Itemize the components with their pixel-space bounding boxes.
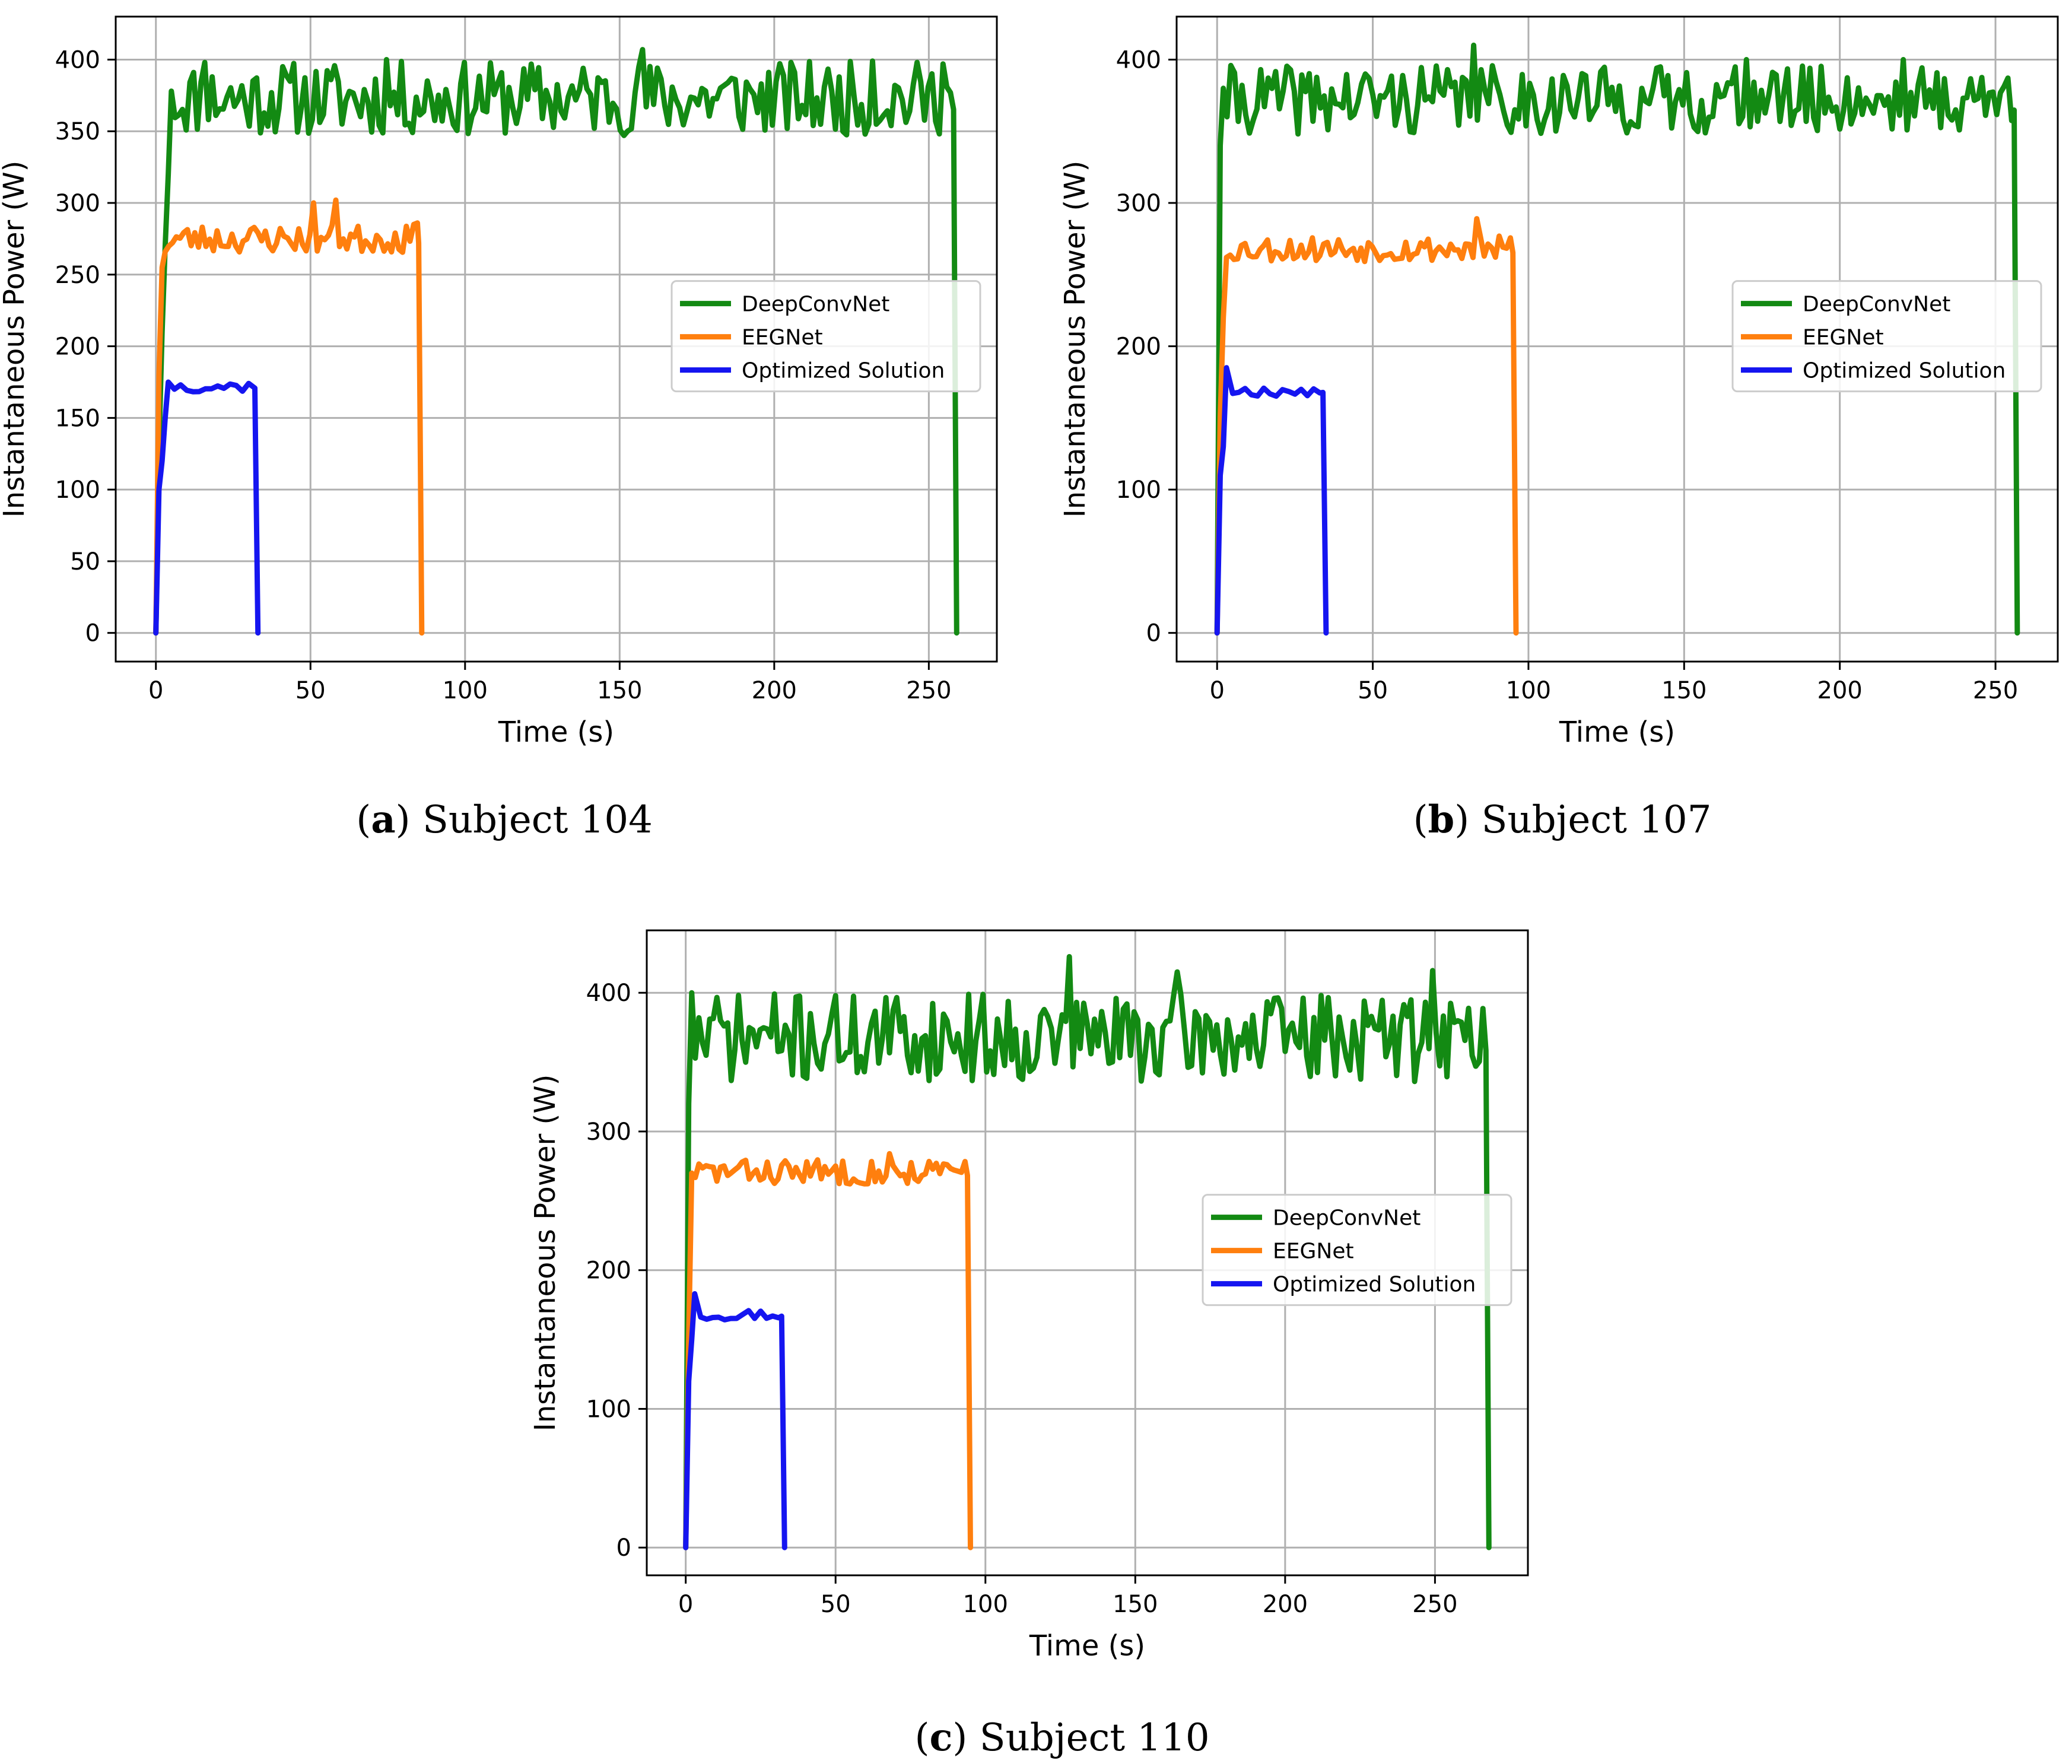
series-line-optimized-solution-c xyxy=(683,1291,787,1550)
x-tick-label-b: 100 xyxy=(1506,677,1551,704)
series-line-optimized-solution-b xyxy=(1214,365,1329,636)
legend-label-deepconvnet-b: DeepConvNet xyxy=(1803,293,1950,317)
y-ticks-c: 0 100 200 300 400 xyxy=(586,980,647,1562)
x-tick-label-c: 50 xyxy=(821,1591,851,1618)
caption-b: (b) Subject 107 xyxy=(1413,797,1712,842)
caption-letter-b: b xyxy=(1428,797,1455,842)
chart-panel-a: 0 50 100 150 200 250 0 50 100 150 200 250 300 350 400… xyxy=(0,15,998,842)
x-ticks-b: 0 50 100 150 200 250 xyxy=(1209,662,2018,704)
legend-label-eegnet-c: EEGNet xyxy=(1273,1239,1354,1264)
x-tick-label-c: 150 xyxy=(1113,1591,1158,1618)
y-tick-label-a: 100 xyxy=(55,476,100,504)
legend-label-optimized-solution-b: Optimized Solution xyxy=(1803,359,2006,383)
caption-c: (c) Subject 110 xyxy=(914,1715,1209,1760)
series-line-deepconvnet-c xyxy=(683,953,1492,1550)
caption-a: (a) Subject 104 xyxy=(356,797,653,842)
y-tick-label-b: 300 xyxy=(1116,190,1161,217)
x-tick-label-a: 150 xyxy=(597,677,642,704)
series-group-a xyxy=(153,47,959,636)
plot-frame-c xyxy=(646,929,1529,1577)
x-tick-label-c: 100 xyxy=(963,1591,1008,1618)
y-tick-label-c: 100 xyxy=(586,1396,631,1423)
x-tick-label-a: 250 xyxy=(906,677,951,704)
x-tick-label-b: 250 xyxy=(1973,677,2018,704)
legend-b: DeepConvNet EEGNet Optimized Solution xyxy=(1731,280,2042,393)
y-tick-label-c: 300 xyxy=(586,1118,631,1146)
x-axis-label-b: Time (s) xyxy=(1559,716,1675,749)
caption-title-b: Subject 107 xyxy=(1482,798,1712,842)
series-group-b xyxy=(1214,42,2020,636)
x-ticks-c: 0 50 100 150 200 250 xyxy=(678,1575,1458,1618)
y-axis-label-a: Instantaneous Power (W) xyxy=(0,161,31,518)
series-line-eegnet-c xyxy=(683,1150,973,1550)
x-tick-label-c: 200 xyxy=(1263,1591,1308,1618)
y-tick-label-a: 250 xyxy=(55,262,100,289)
series-line-optimized-solution-a xyxy=(153,379,261,636)
caption-title-a: Subject 104 xyxy=(422,798,653,842)
y-ticks-b: 0 100 200 300 400 xyxy=(1116,46,1177,647)
y-tick-label-a: 150 xyxy=(55,405,100,432)
y-tick-label-a: 200 xyxy=(55,333,100,361)
y-tick-label-b: 200 xyxy=(1116,333,1161,361)
y-tick-label-a: 400 xyxy=(55,46,100,74)
caption-letter-c: c xyxy=(929,1715,952,1760)
caption-letter-a: a xyxy=(371,797,395,842)
y-axis-label-c: Instantaneous Power (W) xyxy=(529,1075,562,1432)
x-tick-label-a: 200 xyxy=(752,677,797,704)
x-tick-label-c: 0 xyxy=(678,1591,693,1618)
y-tick-label-a: 0 xyxy=(85,620,100,647)
legend-label-optimized-solution-a: Optimized Solution xyxy=(742,359,945,383)
y-tick-label-b: 400 xyxy=(1116,46,1161,74)
legend-box-a xyxy=(670,280,981,393)
series-line-eegnet-b xyxy=(1214,216,1519,636)
x-tick-label-b: 200 xyxy=(1817,677,1863,704)
y-tick-label-a: 300 xyxy=(55,190,100,217)
x-tick-label-b: 150 xyxy=(1661,677,1706,704)
y-ticks-a: 0 50 100 150 200 250 300 350 400 xyxy=(55,46,116,647)
plot-frame-b xyxy=(1175,15,2059,663)
x-tick-label-b: 50 xyxy=(1358,677,1388,704)
series-line-eegnet-a xyxy=(153,197,425,636)
x-tick-label-c: 250 xyxy=(1412,1591,1457,1618)
x-axis-label-a: Time (s) xyxy=(498,716,614,749)
legend-a: DeepConvNet EEGNet Optimized Solution xyxy=(670,280,981,393)
legend-label-eegnet-a: EEGNet xyxy=(742,326,823,350)
legend-label-eegnet-b: EEGNet xyxy=(1803,326,1884,350)
y-tick-label-c: 200 xyxy=(586,1257,631,1285)
x-tick-label-a: 100 xyxy=(443,677,488,704)
y-tick-label-c: 400 xyxy=(586,980,631,1007)
y-tick-label-a: 50 xyxy=(70,548,100,576)
y-tick-label-b: 0 xyxy=(1146,620,1161,647)
y-tick-label-a: 350 xyxy=(55,118,100,145)
series-line-deepconvnet-a xyxy=(153,47,959,636)
y-axis-label-b: Instantaneous Power (W) xyxy=(1059,161,1092,518)
series-group-c xyxy=(683,953,1492,1550)
legend-box-b xyxy=(1731,280,2042,393)
chart-panel-b: 0 50 100 150 200 250 0 100 200 300 400 Time (s) I… xyxy=(1059,15,2059,842)
legend-label-deepconvnet-c: DeepConvNet xyxy=(1273,1206,1420,1231)
y-tick-label-b: 100 xyxy=(1116,476,1161,504)
legend-label-deepconvnet-a: DeepConvNet xyxy=(742,293,889,317)
series-line-deepconvnet-b xyxy=(1214,42,2020,636)
chart-panel-c: 0 50 100 150 200 250 0 100 200 300 400 Time (s) I… xyxy=(529,929,1529,1760)
plot-frame-a xyxy=(115,15,998,663)
x-tick-label-a: 50 xyxy=(295,677,326,704)
x-axis-label-c: Time (s) xyxy=(1029,1629,1145,1663)
x-tick-label-b: 0 xyxy=(1209,677,1224,704)
y-tick-label-c: 0 xyxy=(616,1534,631,1562)
caption-title-c: Subject 110 xyxy=(980,1716,1210,1760)
legend-c: DeepConvNet EEGNet Optimized Solution xyxy=(1202,1194,1512,1307)
x-ticks-a: 0 50 100 150 200 250 xyxy=(148,662,952,704)
legend-box-c xyxy=(1202,1194,1512,1307)
legend-label-optimized-solution-c: Optimized Solution xyxy=(1273,1273,1476,1297)
x-tick-label-a: 0 xyxy=(148,677,163,704)
